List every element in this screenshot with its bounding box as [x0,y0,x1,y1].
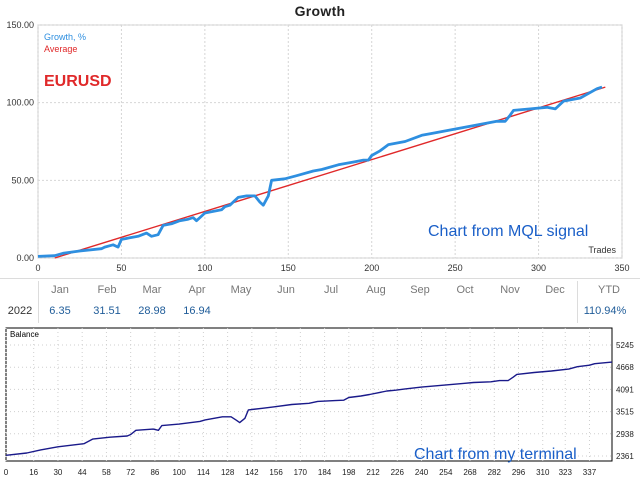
x-tick-label: 198 [342,468,356,477]
month-label: Jul [323,284,339,296]
month-label: Apr [188,284,206,296]
x-tick-label: 142 [245,468,259,477]
month-label: Oct [456,284,474,296]
average-line [54,86,606,259]
divider [0,278,640,279]
month-label: Mar [142,284,162,296]
growth-series-line [37,85,603,258]
x-tick-label: 250 [448,263,463,273]
month-header-row: Jan Feb Mar Apr May Jun Jul Aug Sep Oct Nov Dec YTD [0,284,640,300]
legend-average: Average [44,44,77,54]
month-label: Feb [97,284,117,296]
y-tick-label: 50.00 [11,175,34,185]
x-tick-label: 296 [512,468,526,477]
x-tick-label: 72 [126,468,135,477]
x-tick-label: 128 [221,468,235,477]
x-tick-label: 100 [197,263,212,273]
x-tick-label: 44 [78,468,87,477]
table-divider [577,281,578,323]
x-tick-label: 323 [559,468,573,477]
symbol-annotation: EURUSD [44,73,112,90]
month-label: Nov [500,284,520,296]
month-label: Jan [51,284,69,296]
month-label: May [230,284,252,296]
x-tick-label: 226 [391,468,405,477]
y-tick-label: 3515 [616,408,634,417]
month-label: Jun [277,284,295,296]
y-tick-label: 0.00 [16,253,34,263]
x-tick-label: 156 [269,468,283,477]
month-label: Aug [366,284,386,296]
ytd-label: YTD [598,284,620,296]
y-tick-label: 4091 [616,385,634,394]
y-tick-label: 5245 [616,341,634,350]
y-tick-label: 2361 [616,452,634,461]
x-tick-label: 350 [614,263,629,273]
x-tick-label: 200 [364,263,379,273]
x-tick-label: 184 [318,468,332,477]
x-tick-label: 300 [531,263,546,273]
balance-title: Balance [10,330,39,339]
growth-chart: 0 50 100 150 200 250 300 350 0.00 50.00 100.00 150.… [6,20,629,273]
x-tick-label: 100 [172,468,186,477]
x-tick-label: 240 [415,468,429,477]
y-tick-label: 4668 [616,363,634,372]
month-value: 6.35 [49,305,71,317]
x-tick-label: 50 [116,263,126,273]
y-tick-label: 100.00 [6,98,34,108]
balance-series-line [5,361,613,456]
x-tick-label: 212 [366,468,380,477]
x-tick-label: 0 [4,468,9,477]
year-label: 2022 [7,305,33,317]
x-tick-label: 310 [536,468,550,477]
y-tick-label: 2938 [616,430,634,439]
x-tick-label: 150 [281,263,296,273]
balance-chart: 0 16 30 44 58 72 86 100 114 128 142 156 170 184 198 212… [4,327,634,477]
month-value: 31.51 [93,305,121,317]
x-axis-label: Trades [588,245,616,255]
x-tick-label: 0 [35,263,40,273]
y-tick-label: 150.00 [6,20,34,30]
x-tick-label: 337 [583,468,597,477]
x-tick-label: 282 [488,468,502,477]
month-label: Dec [545,284,565,296]
x-tick-label: 30 [53,468,62,477]
chart-title: Growth [294,3,346,19]
month-label: Sep [410,284,430,296]
month-value: 16.94 [183,305,211,317]
chart-source-annotation: Chart from my terminal [414,446,577,463]
x-tick-label: 58 [102,468,111,477]
legend-growth: Growth, % [44,32,86,42]
x-tick-label: 86 [150,468,159,477]
month-value-row: 2022 6.35 31.51 28.98 16.94 110.94% [0,305,640,321]
table-divider [38,281,39,323]
plot-area [5,327,613,462]
x-tick-label: 16 [29,468,38,477]
x-tick-label: 268 [463,468,477,477]
x-tick-label: 114 [197,468,210,477]
x-tick-label: 254 [439,468,453,477]
month-value: 28.98 [138,305,166,317]
chart-source-annotation: Chart from MQL signal [428,223,588,240]
x-tick-label: 170 [294,468,308,477]
ytd-value: 110.94% [583,305,627,317]
